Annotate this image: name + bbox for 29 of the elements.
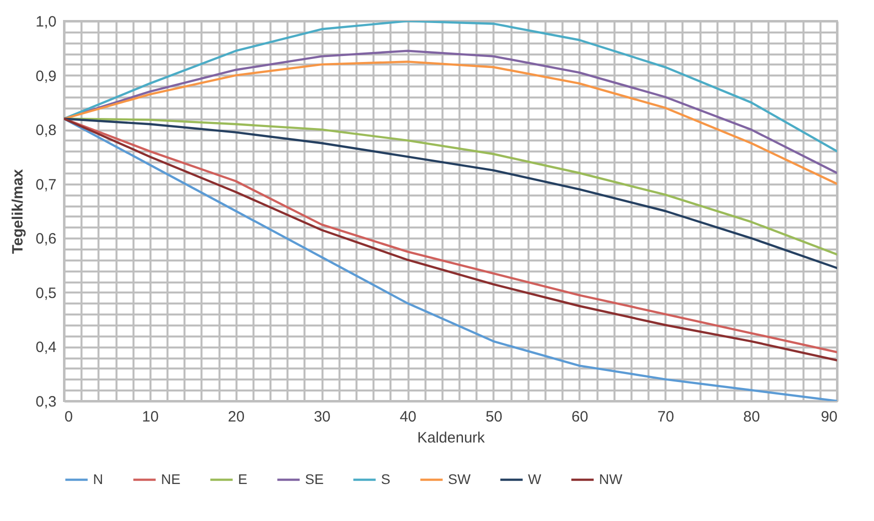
y-tick-label: 0,5 <box>36 284 56 302</box>
legend-label: SW <box>448 470 472 487</box>
y-tick-label: 0,6 <box>36 230 56 248</box>
x-tick-label: 50 <box>486 408 502 426</box>
x-tick-label: 30 <box>314 408 331 426</box>
legend-label: S <box>381 470 390 487</box>
legend-label: NE <box>161 470 180 487</box>
legend-label: E <box>238 470 248 487</box>
x-axis-title: Kaldenurk <box>417 430 486 446</box>
y-tick-label: 0,4 <box>36 339 56 356</box>
y-tick-label: 1,0 <box>36 14 56 30</box>
x-tick-label: 70 <box>657 408 674 426</box>
legend-label: NW <box>599 470 624 487</box>
x-tick-label: 20 <box>228 408 245 426</box>
y-tick-label: 0,8 <box>36 122 56 140</box>
x-tick-label: 40 <box>400 408 416 426</box>
legend-label: W <box>528 470 542 487</box>
line-series <box>64 60 837 185</box>
legend-label: N <box>93 470 104 487</box>
legend-label: SE <box>305 470 324 487</box>
x-tick-label: 80 <box>743 408 760 426</box>
y-axis-title: Tegelik/max <box>10 168 27 254</box>
x-tick-label: 60 <box>571 408 588 426</box>
y-tick-label: 0,7 <box>36 176 56 194</box>
x-tick-label: 0 <box>64 408 73 426</box>
y-tick-label: 0,3 <box>36 394 56 410</box>
x-tick-label: 90 <box>820 408 838 426</box>
x-tick-label: 10 <box>142 408 159 426</box>
y-tick-label: 0,9 <box>36 68 56 85</box>
